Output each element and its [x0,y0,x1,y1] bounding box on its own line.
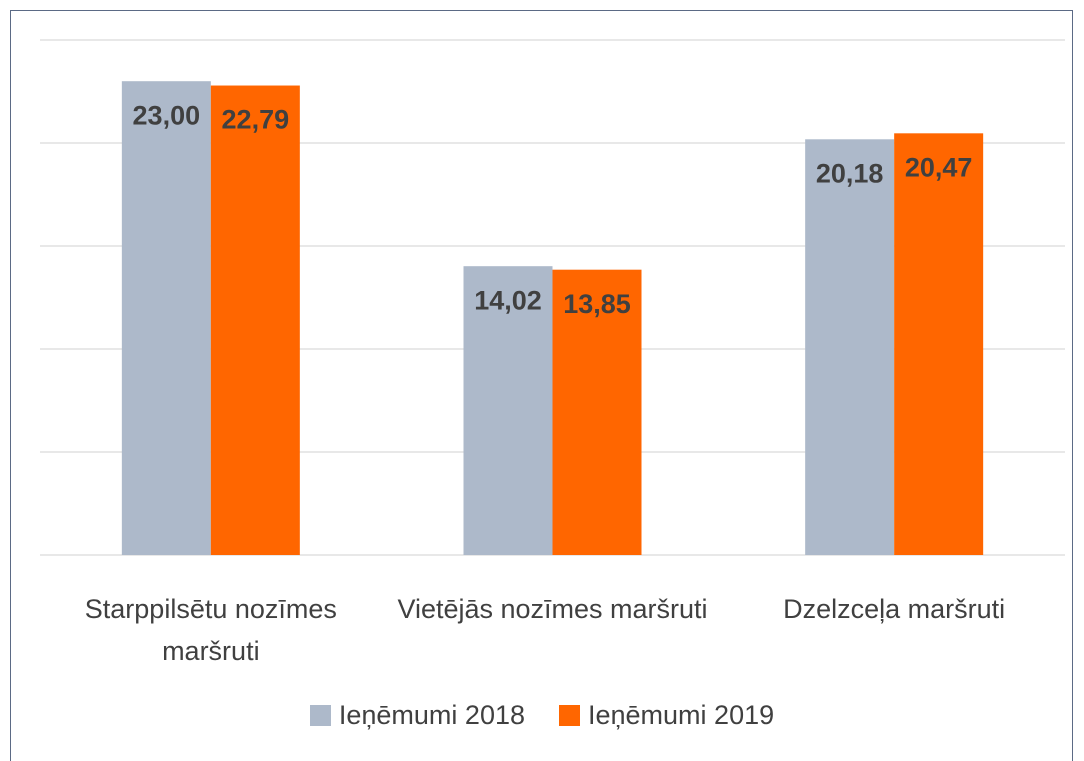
legend-label: Ieņēmumi 2019 [588,700,775,730]
data-label: 20,47 [905,152,973,182]
x-tick-label: Dzelzceļa maršruti [783,594,1006,624]
legend-item: Ieņēmumi 2018 [309,700,525,731]
data-label: 23,00 [133,100,201,130]
legend: Ieņēmumi 2018 Ieņēmumi 2019 [0,700,1084,731]
bar [894,133,984,555]
bar [552,269,642,555]
data-label: 22,79 [222,105,290,135]
data-label: 20,18 [816,158,884,188]
chart-border [10,10,1073,761]
x-tick-label: Starppilsētu nozīmes maršruti [84,594,337,666]
legend-swatch [309,705,331,726]
bar [805,139,895,556]
bar [210,85,300,555]
legend-swatch [559,705,580,726]
data-label: 13,85 [563,289,631,319]
data-label: 14,02 [474,285,542,315]
x-tick-label: Vietējās nozīmes maršruti [397,594,708,624]
bar [121,81,211,555]
legend-item: Ieņēmumi 2019 [559,700,774,731]
bar [463,266,553,555]
legend-label: Ieņēmumi 2018 [338,700,525,730]
